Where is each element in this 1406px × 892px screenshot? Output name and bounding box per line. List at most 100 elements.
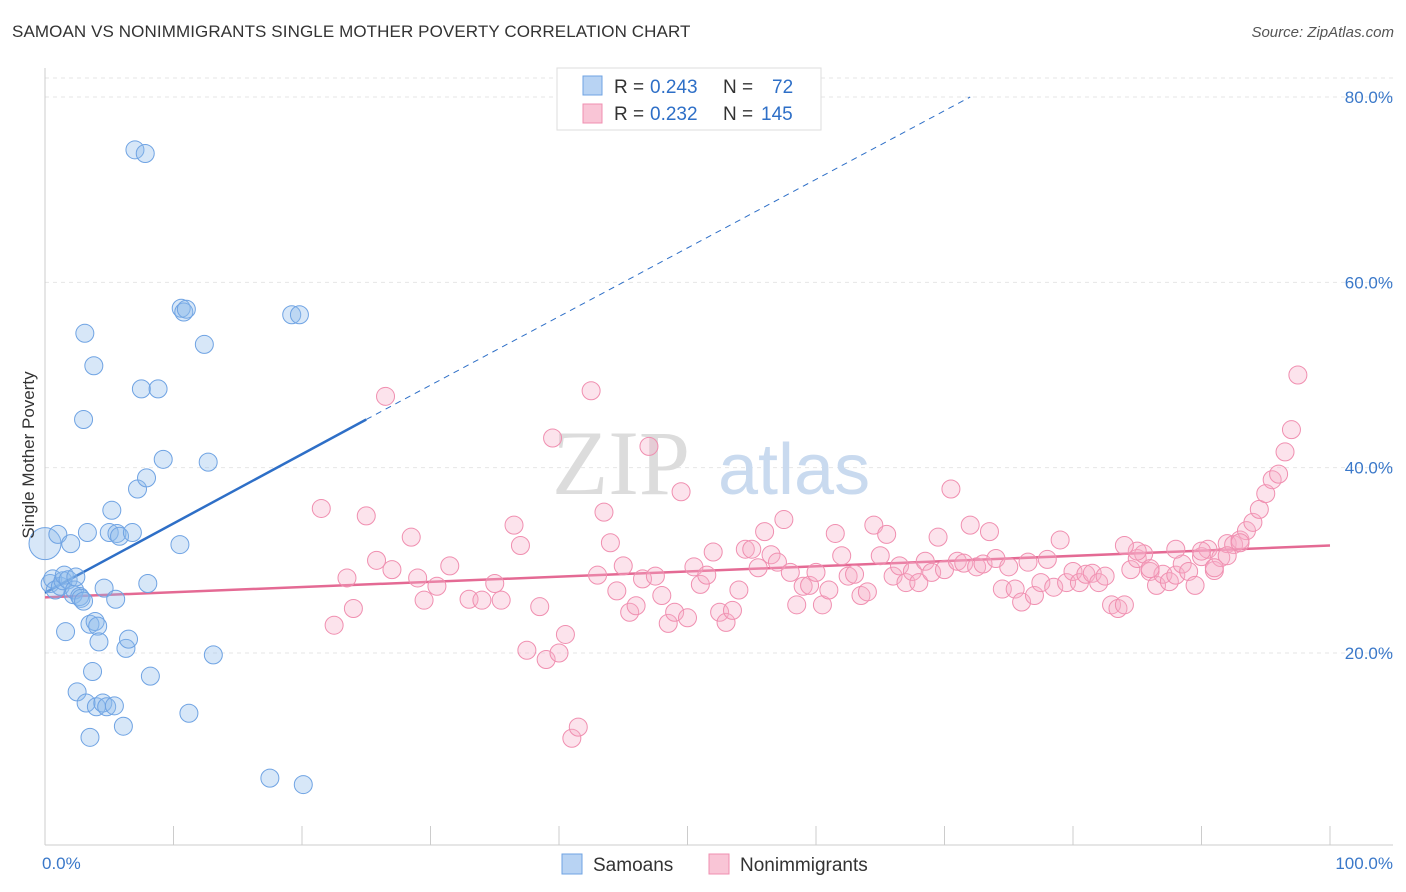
y-tick-label-40: 40.0% [1345, 459, 1393, 478]
watermark-atlas: atlas [718, 430, 870, 510]
nonimmigrants-point [1185, 575, 1205, 595]
nonimmigrants-point [761, 545, 781, 565]
series-legend-label-nonimmigrants: Nonimmigrants [740, 855, 868, 876]
nonimmigrants-point [999, 557, 1019, 577]
nonimmigrants-point [626, 596, 646, 616]
nonimmigrants-point [555, 624, 575, 644]
samoans-point [94, 578, 114, 598]
nonimmigrants-point [665, 602, 685, 622]
legend-n-value-samoans: 72 [772, 77, 793, 98]
nonimmigrants-point [690, 574, 710, 594]
samoans-point [89, 632, 109, 652]
series-legend: Samoans Nonimmigrants [561, 853, 868, 876]
nonimmigrants-point [1114, 536, 1134, 556]
series-legend-swatch-samoans [561, 853, 583, 875]
samoans-trend-solid [44, 418, 367, 594]
nonimmigrants-trend-solid [44, 544, 1331, 599]
samoans-point [110, 526, 130, 546]
nonimmigrants-point [774, 510, 794, 530]
nonimmigrants-point [1147, 575, 1167, 595]
y-tick-label-60: 60.0% [1345, 273, 1393, 292]
samoans-point [148, 379, 168, 399]
series-legend-swatch-nonimmigrants [708, 853, 730, 875]
samoans-point [104, 696, 124, 716]
nonimmigrants-point [1108, 599, 1128, 619]
samoans-point [176, 299, 196, 319]
nonimmigrants-point [838, 566, 858, 586]
nonimmigrants-point [767, 552, 787, 572]
legend-n-label-samoans: N = [723, 77, 753, 98]
nonimmigrants-point [645, 566, 665, 586]
legend-n-value-nonimmigrants: 145 [761, 104, 793, 125]
nonimmigrants-trend-line [44, 544, 1331, 599]
nonimmigrants-point [716, 612, 736, 632]
samoans-point [153, 449, 173, 469]
nonimmigrants-point [947, 551, 967, 571]
nonimmigrants-point [1230, 533, 1250, 553]
samoans-point [48, 524, 68, 544]
nonimmigrants-point [337, 568, 357, 588]
nonimmigrants-point [1044, 577, 1064, 597]
samoans-point [289, 305, 309, 325]
samoans-point [282, 305, 302, 325]
nonimmigrants-point [890, 556, 910, 576]
nonimmigrants-point [870, 546, 890, 566]
samoans-point [74, 409, 94, 429]
nonimmigrants-point [742, 539, 762, 559]
nonimmigrants-point [787, 595, 807, 615]
samoans-point [107, 523, 127, 543]
nonimmigrants-point [819, 580, 839, 600]
samoans-point [80, 614, 100, 634]
nonimmigrants-point [408, 568, 428, 588]
nonimmigrants-point [414, 590, 434, 610]
samoans-point [171, 298, 191, 318]
samoans-point [106, 589, 126, 609]
watermark-zip: ZIP [552, 412, 690, 514]
nonimmigrants-point [1256, 484, 1276, 504]
nonimmigrants-point [401, 527, 421, 547]
samoans-point [137, 468, 157, 488]
nonimmigrants-point [600, 533, 620, 553]
nonimmigrants-point [543, 428, 563, 448]
samoans-point [203, 645, 223, 665]
nonimmigrants-point [722, 600, 742, 620]
nonimmigrants-point [367, 550, 387, 570]
nonimmigrants-point [517, 640, 537, 660]
nonimmigrants-point [639, 436, 659, 456]
samoans-point [61, 534, 81, 554]
samoans-point [194, 334, 214, 354]
samoans-point [74, 591, 94, 611]
nonimmigrants-point [755, 522, 775, 542]
nonimmigrants-point [311, 498, 331, 518]
nonimmigrants-point [1204, 558, 1224, 578]
samoans-point [135, 144, 155, 164]
nonimmigrants-point [973, 554, 993, 574]
nonimmigrants-point [652, 586, 672, 606]
legend-swatch-nonimmigrants [582, 103, 603, 124]
nonimmigrants-point [877, 524, 897, 544]
nonimmigrants-point [864, 515, 884, 535]
nonimmigrants-point [549, 643, 569, 663]
nonimmigrants-point [1166, 565, 1186, 585]
nonimmigrants-point [343, 599, 363, 619]
samoans-point [170, 535, 190, 555]
nonimmigrants-points [311, 365, 1308, 748]
samoans-point [75, 323, 95, 343]
legend-r-label-samoans: R = [614, 77, 644, 98]
nonimmigrants-point [806, 562, 826, 582]
nonimmigrants-point [472, 590, 492, 610]
nonimmigrants-point [671, 482, 691, 502]
nonimmigrants-point [1217, 546, 1237, 566]
nonimmigrants-point [729, 580, 749, 600]
nonimmigrants-point [1166, 539, 1186, 559]
y-tick-labels: 20.0% 40.0% 60.0% 80.0% [1345, 88, 1393, 663]
samoans-point [102, 500, 122, 520]
nonimmigrants-point [793, 576, 813, 596]
nonimmigrants-point [1179, 561, 1199, 581]
nonimmigrants-point [485, 574, 505, 593]
legend-r-value-nonimmigrants: 0.232 [650, 104, 698, 125]
samoans-point [71, 588, 91, 608]
nonimmigrants-point [1037, 549, 1057, 569]
source-label: Source: ZipAtlas.com [1251, 24, 1394, 41]
watermark: ZIP atlas [552, 412, 870, 514]
